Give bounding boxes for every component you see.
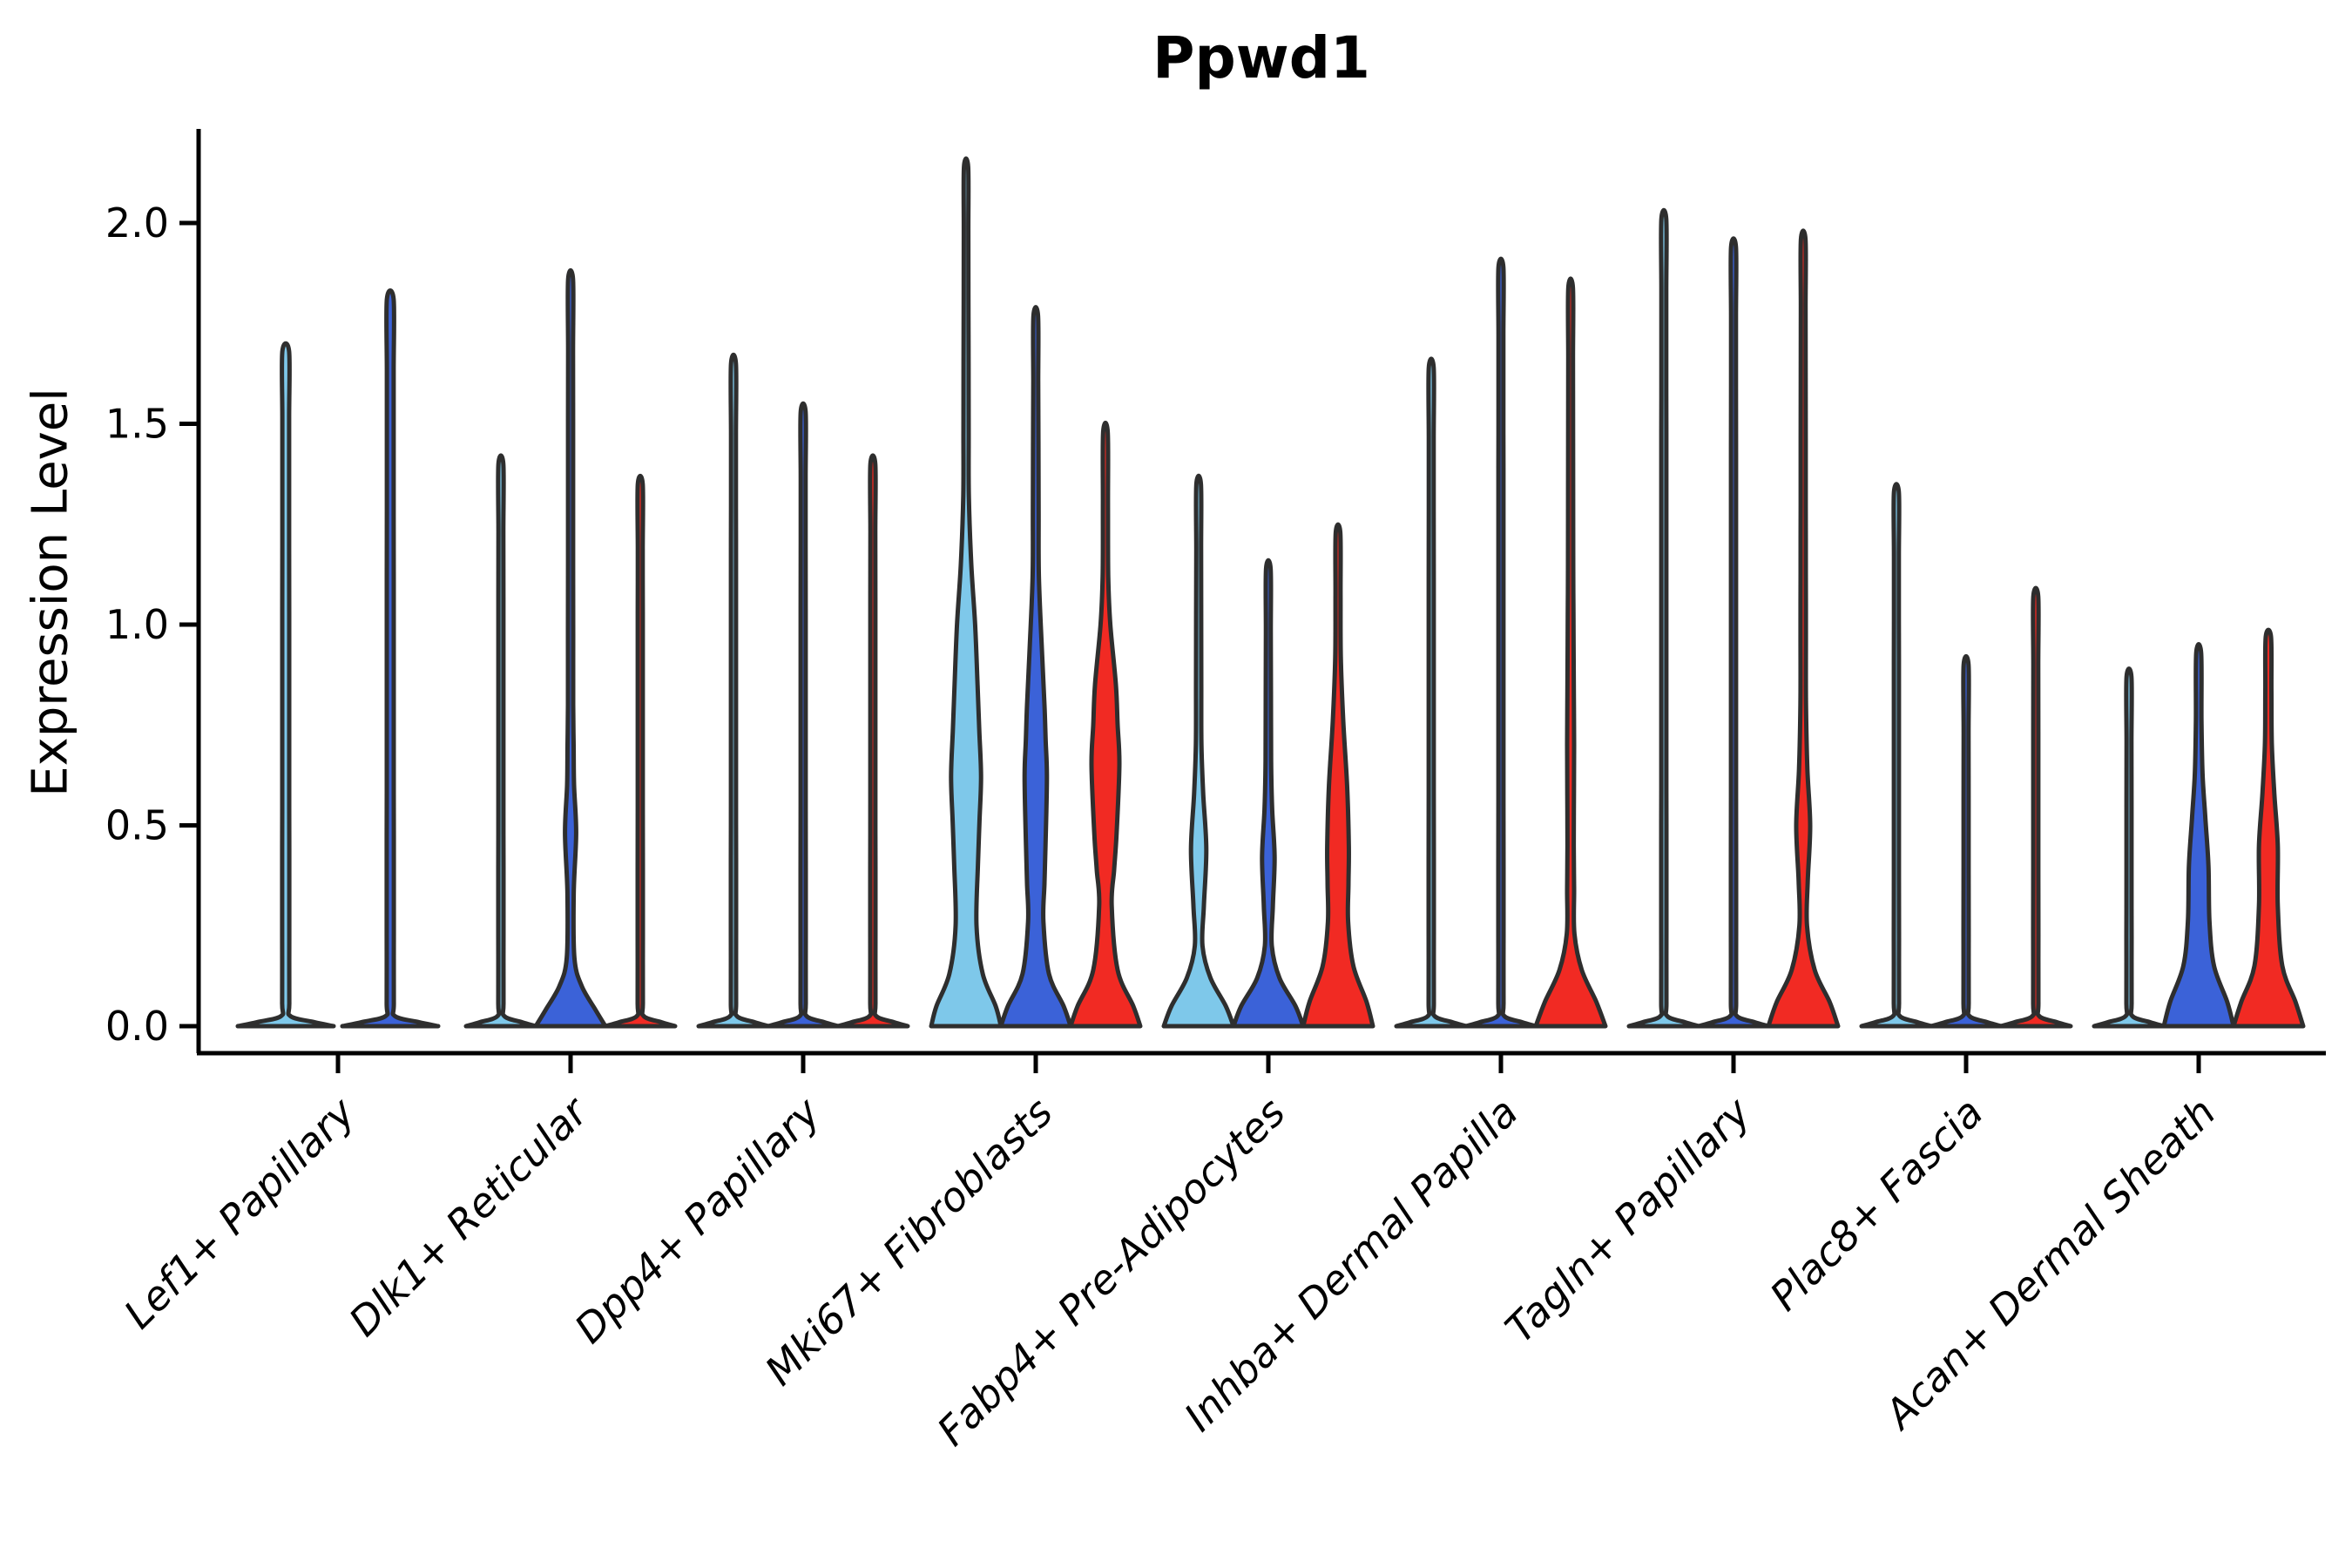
y-tick-label: 1.0 [105, 601, 169, 648]
violin [1231, 558, 1306, 1029]
violin [340, 287, 441, 1029]
violin [2092, 666, 2166, 1029]
violin [1394, 356, 1469, 1029]
violin [1301, 522, 1375, 1029]
violin [463, 453, 538, 1029]
y-tick-label: 0.0 [105, 1003, 169, 1050]
violin [603, 473, 678, 1029]
violin [1161, 473, 1236, 1029]
violin [1998, 585, 2073, 1029]
violin [1463, 256, 1538, 1029]
violin [1859, 482, 1934, 1029]
violin [533, 267, 608, 1029]
violin [235, 341, 336, 1029]
violin [766, 401, 841, 1029]
violin [1533, 276, 1608, 1029]
x-tick-label: Lef1+ Papillary [115, 1088, 364, 1337]
violin [1696, 236, 1771, 1029]
violin [696, 352, 771, 1029]
x-tick-label: Plac8+ Fascia [1761, 1089, 1991, 1320]
x-tick-label: Dpp4+ Papillary [565, 1088, 829, 1352]
x-tick-label: Tagln+ Papillary [1496, 1088, 1760, 1352]
plot-title: Ppwd1 [1152, 24, 1370, 91]
violin [2231, 627, 2306, 1029]
violin [1068, 420, 1143, 1029]
violin [1626, 207, 1701, 1029]
y-tick-label: 0.5 [105, 802, 169, 849]
violin [1766, 228, 1841, 1029]
y-tick-label: 2.0 [105, 199, 169, 247]
violin [835, 453, 910, 1029]
violin [929, 156, 1004, 1029]
violin [2161, 641, 2236, 1029]
y-tick-label: 1.5 [105, 401, 169, 448]
y-axis-label: Expression Level [22, 388, 79, 797]
violin [998, 305, 1073, 1029]
violin [1929, 653, 2004, 1029]
x-tick-label: Dlk1+ Reticular [340, 1086, 598, 1345]
